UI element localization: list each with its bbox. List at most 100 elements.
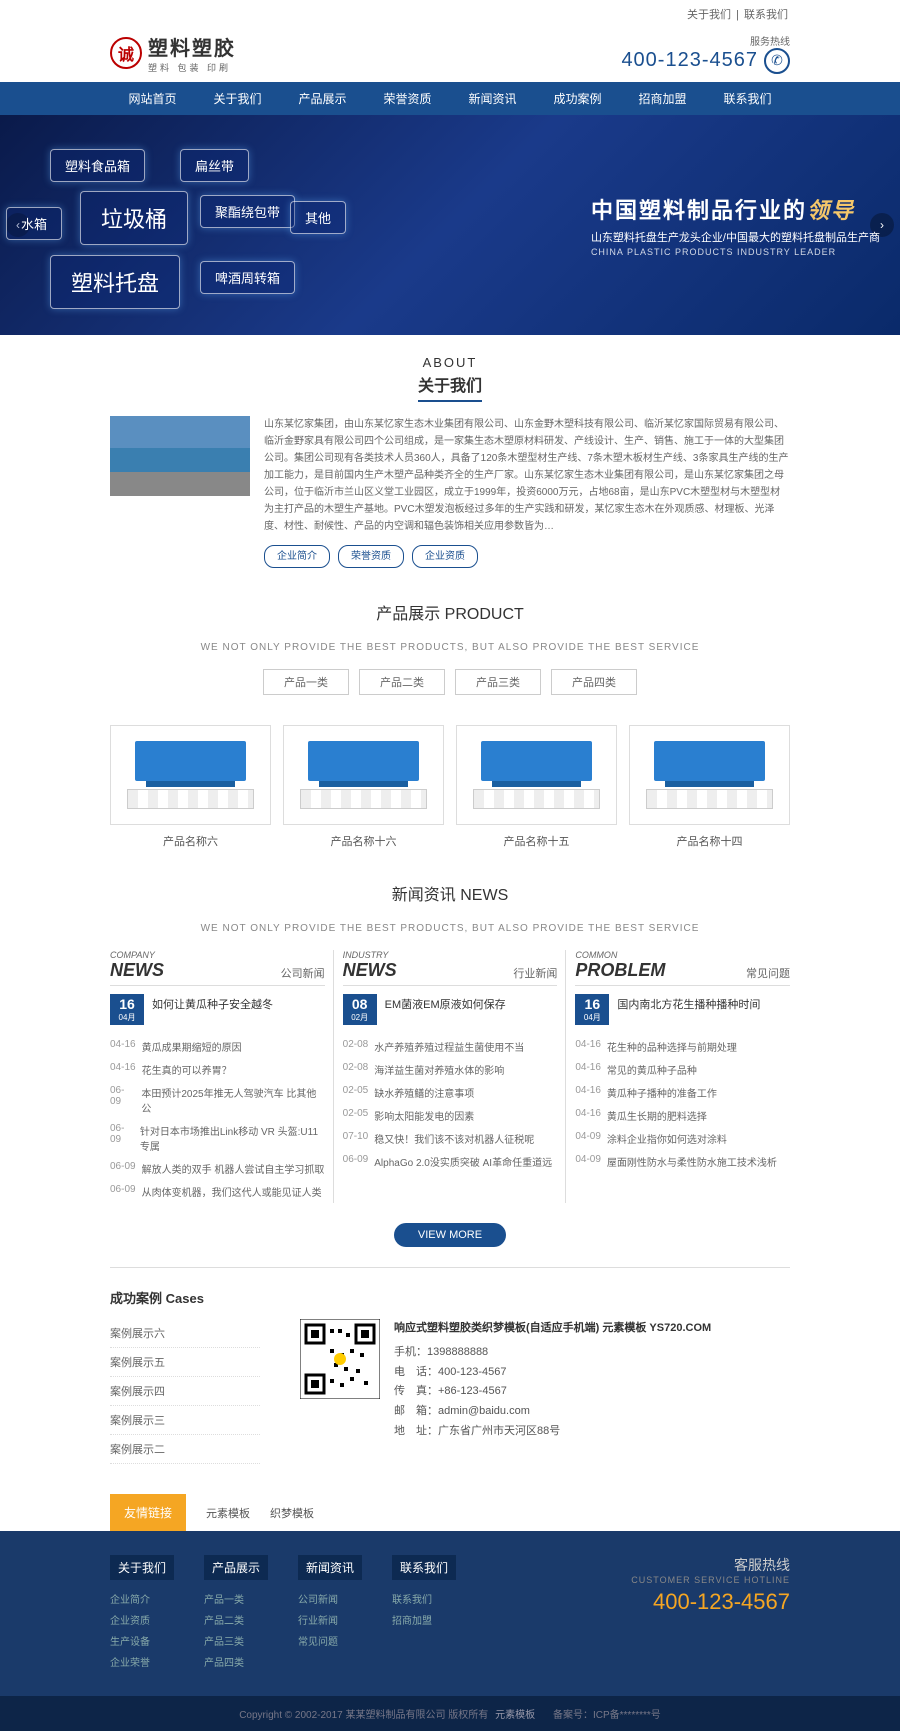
nav-item[interactable]: 荣誉资质 xyxy=(365,82,450,115)
topbar-contact-link[interactable]: 联系我们 xyxy=(744,9,788,21)
case-item[interactable]: 案例展示三 xyxy=(110,1406,260,1435)
product-tab[interactable]: 产品一类 xyxy=(263,669,349,695)
footer-col-heading: 产品展示 xyxy=(204,1555,268,1580)
news-item[interactable]: 02-05影响太阳能发电的因素 xyxy=(343,1104,558,1127)
footer-hotline: 客服热线 CUSTOMER SERVICE HOTLINE 400-123-45… xyxy=(631,1555,790,1672)
footer-link[interactable]: 企业荣誉 xyxy=(110,1651,174,1672)
friendlinks-label: 友情链接 xyxy=(110,1494,186,1531)
footer-link[interactable]: 常见问题 xyxy=(298,1630,362,1651)
case-item[interactable]: 案例展示四 xyxy=(110,1377,260,1406)
about-link-button[interactable]: 荣誉资质 xyxy=(338,545,404,568)
footer-link[interactable]: 产品二类 xyxy=(204,1609,268,1630)
news-item[interactable]: 06-09AlphaGo 2.0没实质突破 AI革命任重道远 xyxy=(343,1150,558,1173)
case-item[interactable]: 案例展示六 xyxy=(110,1319,260,1348)
footer-link[interactable]: 企业资质 xyxy=(110,1609,174,1630)
banner-tag[interactable]: 塑料食品箱 xyxy=(50,149,145,182)
banner-tag[interactable]: 聚酯绕包带 xyxy=(200,195,295,228)
news-item[interactable]: 06-09解放人类的双手 机器人尝试自主学习抓取 xyxy=(110,1157,325,1180)
nav-item[interactable]: 成功案例 xyxy=(535,82,620,115)
banner-tag[interactable]: 塑料托盘 xyxy=(50,255,180,309)
news-item[interactable]: 02-05缺水养殖鳝的注意事项 xyxy=(343,1081,558,1104)
case-item[interactable]: 案例展示五 xyxy=(110,1348,260,1377)
copyright-link[interactable]: 元素模板 xyxy=(495,1710,535,1721)
news-subtitle: WE NOT ONLY PROVIDE THE BEST PRODUCTS, B… xyxy=(110,923,790,934)
news-item[interactable]: 04-16黄瓜种子播种的准备工作 xyxy=(575,1081,790,1104)
banner-tag[interactable]: 其他 xyxy=(290,201,346,234)
product-item[interactable]: 产品名称十五 xyxy=(456,725,617,849)
news-column: INDUSTRYNEWS行业新闻0802月EM菌液EM原液如何保存02-08水产… xyxy=(343,950,558,1203)
product-tab[interactable]: 产品二类 xyxy=(359,669,445,695)
news-item[interactable]: 06-09本田预计2025年推无人驾驶汽车 比其他公 xyxy=(110,1081,325,1119)
news-item[interactable]: 07-10稳又快！我们该不该对机器人征税呢 xyxy=(343,1127,558,1150)
footer-link[interactable]: 产品三类 xyxy=(204,1630,268,1651)
nav-item[interactable]: 网站首页 xyxy=(110,82,195,115)
product-name: 产品名称六 xyxy=(110,833,271,849)
contact-row: 传 真：+86-123-4567 xyxy=(394,1382,711,1402)
product-item[interactable]: 产品名称十四 xyxy=(629,725,790,849)
footer-link[interactable]: 公司新闻 xyxy=(298,1588,362,1609)
hero-banner: ‹ › 塑料食品箱扁丝带水箱垃圾桶聚酯绕包带其他塑料托盘啤酒周转箱 中国塑料制品… xyxy=(0,115,900,335)
nav-item[interactable]: 关于我们 xyxy=(195,82,280,115)
footer-col-heading: 新闻资讯 xyxy=(298,1555,362,1580)
product-tab[interactable]: 产品三类 xyxy=(455,669,541,695)
phone-icon: ✆ xyxy=(764,48,790,74)
news-item[interactable]: 06-09从肉体变机器，我们这代人或能见证人类 xyxy=(110,1180,325,1203)
friend-link[interactable]: 织梦模板 xyxy=(270,1508,314,1520)
footer-link[interactable]: 联系我们 xyxy=(392,1588,456,1609)
news-col-label: 公司新闻 xyxy=(281,965,325,981)
about-link-button[interactable]: 企业简介 xyxy=(264,545,330,568)
news-item[interactable]: 04-16常见的黄瓜种子品种 xyxy=(575,1058,790,1081)
news-item[interactable]: 04-16黄瓜成果期缩短的原因 xyxy=(110,1035,325,1058)
nav-item[interactable]: 新闻资讯 xyxy=(450,82,535,115)
product-thumb xyxy=(456,725,617,825)
product-thumb xyxy=(283,725,444,825)
footer-link[interactable]: 行业新闻 xyxy=(298,1609,362,1630)
about-link-button[interactable]: 企业资质 xyxy=(412,545,478,568)
news-item[interactable]: 04-09屋面刚性防水与柔性防水施工技术浅析 xyxy=(575,1150,790,1173)
product-name: 产品名称十四 xyxy=(629,833,790,849)
product-name: 产品名称十六 xyxy=(283,833,444,849)
news-item[interactable]: 02-08水产养殖养殖过程益生菌使用不当 xyxy=(343,1035,558,1058)
footer-link[interactable]: 生产设备 xyxy=(110,1630,174,1651)
contact-row: 手机：1398888888 xyxy=(394,1343,711,1363)
view-more-button[interactable]: VIEW MORE xyxy=(394,1223,506,1247)
news-item[interactable]: 04-09涂料企业指你如何选对涂料 xyxy=(575,1127,790,1150)
topbar-about-link[interactable]: 关于我们 xyxy=(687,9,731,21)
logo[interactable]: 诚 塑料塑胶 塑料 包装 印刷 xyxy=(110,32,236,74)
nav-item[interactable]: 招商加盟 xyxy=(620,82,705,115)
banner-tag[interactable]: 扁丝带 xyxy=(180,149,249,182)
product-thumb xyxy=(110,725,271,825)
product-item[interactable]: 产品名称六 xyxy=(110,725,271,849)
news-item[interactable]: 04-16花生真的可以养胃？ xyxy=(110,1058,325,1081)
news-item[interactable]: 06-09针对日本市场推出Link移动 VR 头盔:U11专属 xyxy=(110,1119,325,1157)
news-featured[interactable]: 1604月如何让黄瓜种子安全越冬 xyxy=(110,994,325,1025)
footer-link[interactable]: 企业简介 xyxy=(110,1588,174,1609)
news-item[interactable]: 04-16花生种的品种选择与前期处理 xyxy=(575,1035,790,1058)
nav-item[interactable]: 联系我们 xyxy=(705,82,790,115)
banner-tag[interactable]: 水箱 xyxy=(6,207,62,240)
news-title: 新闻资讯 NEWS xyxy=(392,881,508,909)
footer-column: 关于我们企业简介企业资质生产设备企业荣誉 xyxy=(110,1555,174,1672)
banner-subtitle-en: CHINA PLASTIC PRODUCTS INDUSTRY LEADER xyxy=(591,247,880,257)
product-item[interactable]: 产品名称十六 xyxy=(283,725,444,849)
footer-column: 产品展示产品一类产品二类产品三类产品四类 xyxy=(204,1555,268,1672)
banner-tag[interactable]: 啤酒周转箱 xyxy=(200,261,295,294)
contact-row: 地 址：广东省广州市天河区88号 xyxy=(394,1422,711,1442)
footer-link[interactable]: 产品一类 xyxy=(204,1588,268,1609)
about-image xyxy=(110,416,250,496)
footer-link[interactable]: 产品四类 xyxy=(204,1651,268,1672)
logo-subtitle: 塑料 包装 印刷 xyxy=(148,61,236,74)
case-item[interactable]: 案例展示二 xyxy=(110,1435,260,1464)
news-item[interactable]: 02-08海洋益生菌对养殖水体的影响 xyxy=(343,1058,558,1081)
nav-item[interactable]: 产品展示 xyxy=(280,82,365,115)
banner-tag[interactable]: 垃圾桶 xyxy=(80,191,188,245)
products-subtitle: WE NOT ONLY PROVIDE THE BEST PRODUCTS, B… xyxy=(110,642,790,653)
footer-link[interactable]: 招商加盟 xyxy=(392,1609,456,1630)
about-title-cn: 关于我们 xyxy=(418,372,482,402)
news-featured[interactable]: 1604月国内南北方花生播种播种时间 xyxy=(575,994,790,1025)
news-featured[interactable]: 0802月EM菌液EM原液如何保存 xyxy=(343,994,558,1025)
friend-link[interactable]: 元素模板 xyxy=(206,1508,250,1520)
news-column: COMPANYNEWS公司新闻1604月如何让黄瓜种子安全越冬04-16黄瓜成果… xyxy=(110,950,325,1203)
product-tab[interactable]: 产品四类 xyxy=(551,669,637,695)
news-item[interactable]: 04-16黄瓜生长期的肥料选择 xyxy=(575,1104,790,1127)
